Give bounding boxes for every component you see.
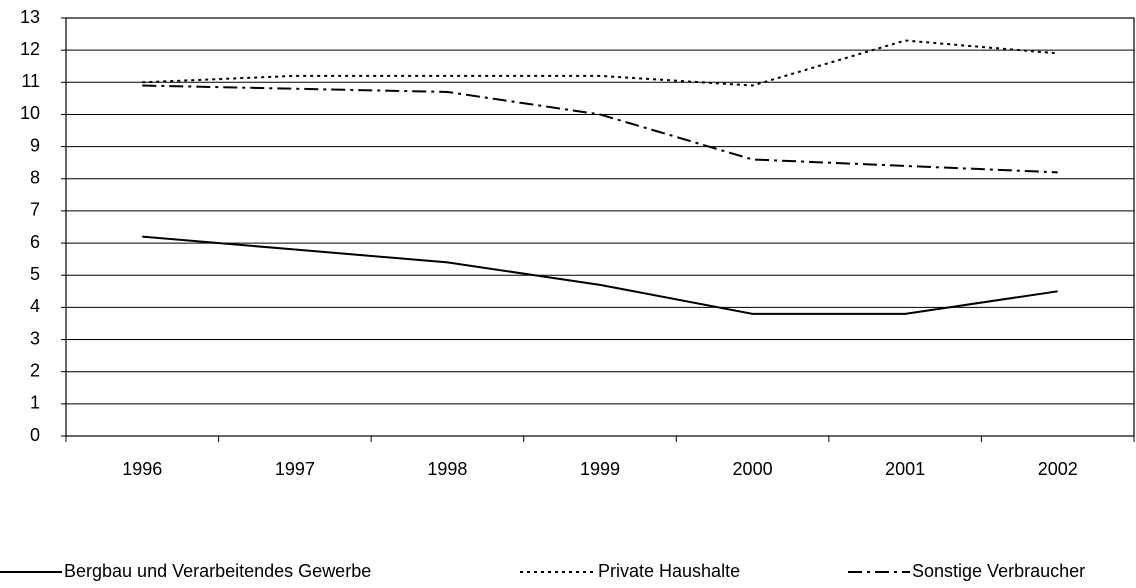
y-tick-label: 10: [20, 103, 40, 123]
y-tick-label: 5: [30, 264, 40, 284]
x-tick-label: 1997: [275, 459, 315, 479]
x-tick-label: 2002: [1038, 459, 1078, 479]
x-tick-label: 2000: [733, 459, 773, 479]
y-tick-label: 12: [20, 39, 40, 59]
y-tick-label: 13: [20, 7, 40, 27]
y-tick-label: 3: [30, 328, 40, 348]
plot-frame: [65, 17, 1135, 437]
y-tick-label: 6: [30, 232, 40, 252]
y-tick-label: 11: [21, 71, 40, 91]
x-tick-label: 2001: [885, 459, 925, 479]
y-tick-label: 2: [30, 360, 40, 380]
y-tick-label: 7: [30, 200, 40, 220]
x-tick-label: 1996: [122, 459, 162, 479]
y-tick-label: 9: [30, 135, 40, 155]
x-tick-label: 1999: [580, 459, 620, 479]
legend-label: Bergbau und Verarbeitendes Gewerbe: [64, 561, 371, 581]
y-tick-label: 0: [30, 425, 40, 445]
legend-label: Sonstige Verbraucher: [912, 561, 1085, 581]
series-line: [142, 235, 1058, 315]
y-tick-label: 1: [30, 393, 40, 413]
y-tick-label: 4: [30, 296, 40, 316]
series-line: [142, 84, 1058, 174]
x-tick-label: 1998: [427, 459, 467, 479]
series-line: [142, 39, 1058, 87]
legend-label: Private Haushalte: [598, 561, 740, 581]
y-tick-label: 8: [30, 168, 40, 188]
